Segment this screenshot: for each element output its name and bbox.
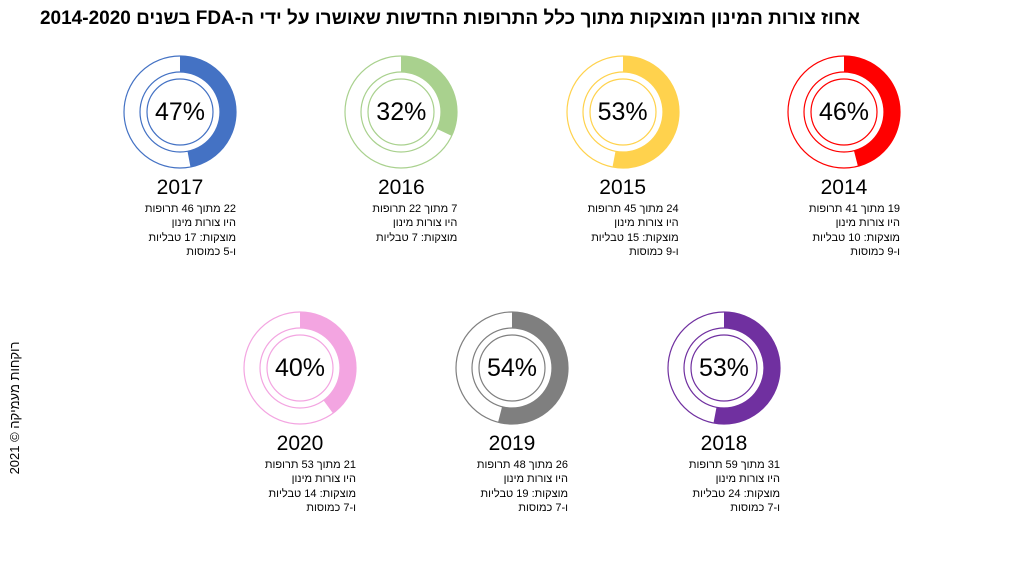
donut-chart-2020: 40% 2020 21 מתוך 53 תרופות היו צורות מינ… (210, 308, 390, 515)
donut-year-label: 2018 (700, 432, 748, 455)
donut-year-label: 2016 (377, 176, 425, 199)
donut-percent-arc (299, 312, 356, 414)
donut-ring-2014: 46% (784, 52, 904, 172)
donut-inner-circle-outline (810, 78, 878, 146)
donut-row-bottom: 40% 2020 21 מתוך 53 תרופות היו צורות מינ… (210, 308, 814, 515)
donut-chart-2017: 47% 2017 22 מתוך 46 תרופות היו צורות מינ… (90, 52, 270, 259)
donut-year-label: 2019 (488, 432, 536, 455)
donut-ring-2016: 32% (341, 52, 461, 172)
donut-description: 26 מתוך 48 תרופות היו צורות מינון מוצקות… (476, 459, 568, 514)
donut-inner-circle-outline (266, 334, 334, 402)
donut-year-label: 2014 (820, 176, 868, 199)
donut-inner-circle-outline (478, 334, 546, 402)
donut-ring-inner-outline (471, 327, 553, 409)
donut-percent-label: 47% (154, 97, 206, 126)
donut-percent-arc (843, 56, 900, 167)
donut-chart-2014: 46% 2014 19 מתוך 41 תרופות היו צורות מינ… (754, 52, 934, 259)
donut-chart-2018: 53% 2018 31 מתוך 59 תרופות היו צורות מינ… (634, 308, 814, 515)
donut-percent-label: 40% (274, 353, 326, 382)
donut-ring-2019: 54% (452, 308, 572, 428)
donut-inner-circle-outline (146, 78, 214, 146)
donut-year-label: 2017 (156, 176, 204, 199)
copyright-watermark: רוקחות מעמיקה © 2021 (7, 341, 22, 475)
donut-description: 31 מתוך 59 תרופות היו צורות מינון מוצקות… (688, 459, 780, 514)
donut-percent-arc (498, 312, 568, 424)
donut-ring-svg (344, 55, 458, 169)
donut-percent-arc (612, 56, 679, 168)
donut-percent-arc (179, 56, 236, 168)
donut-description: 24 מתוך 45 תרופות היו צורות מינון מוצקות… (587, 203, 679, 258)
donut-ring-svg (123, 55, 237, 169)
donut-year-label: 2020 (276, 432, 324, 455)
donut-ring-svg (566, 55, 680, 169)
donut-year-label: 2015 (599, 176, 647, 199)
donut-percent-label: 46% (818, 97, 869, 126)
donut-row-top: 47% 2017 22 מתוך 46 תרופות היו צורות מינ… (90, 52, 934, 259)
donut-percent-arc (400, 56, 458, 136)
donut-ring-2015: 53% (563, 52, 683, 172)
donut-ring-2018: 53% (664, 308, 784, 428)
donut-ring-svg (455, 311, 569, 425)
donut-inner-circle-outline (589, 78, 657, 146)
donut-ring-2020: 40% (240, 308, 360, 428)
donut-percent-label: 54% (486, 353, 538, 382)
donut-inner-circle-outline (367, 78, 435, 146)
chart-title: אחוז צורות המינון המוצקות מתוך כלל התרופ… (39, 8, 861, 29)
donut-description: 21 מתוך 53 תרופות היו צורות מינון מוצקות… (264, 459, 356, 514)
donut-percent-label: 53% (698, 353, 750, 382)
donut-ring-svg (243, 311, 357, 425)
donut-chart-2015: 53% 2015 24 מתוך 45 תרופות היו צורות מינ… (533, 52, 713, 259)
donut-percent-label: 32% (376, 97, 427, 126)
donut-ring-svg (667, 311, 781, 425)
donut-description: 7 מתוך 22 תרופות היו צורות מינון מוצקות:… (372, 203, 458, 244)
donut-inner-circle-outline (690, 334, 758, 402)
donut-ring-svg (787, 55, 901, 169)
donut-description: 19 מתוך 41 תרופות היו צורות מינון מוצקות… (808, 203, 900, 258)
donut-chart-2019: 54% 2019 26 מתוך 48 תרופות היו צורות מינ… (422, 308, 602, 515)
donut-percent-arc (713, 312, 780, 424)
donut-percent-label: 53% (597, 97, 648, 126)
donut-ring-inner-outline (582, 71, 664, 153)
donut-chart-2016: 32% 2016 7 מתוך 22 תרופות היו צורות מינו… (311, 52, 491, 259)
donut-ring-2017: 47% (120, 52, 240, 172)
donut-description: 22 מתוך 46 תרופות היו צורות מינון מוצקות… (144, 203, 236, 258)
donut-ring-inner-outline (683, 327, 765, 409)
